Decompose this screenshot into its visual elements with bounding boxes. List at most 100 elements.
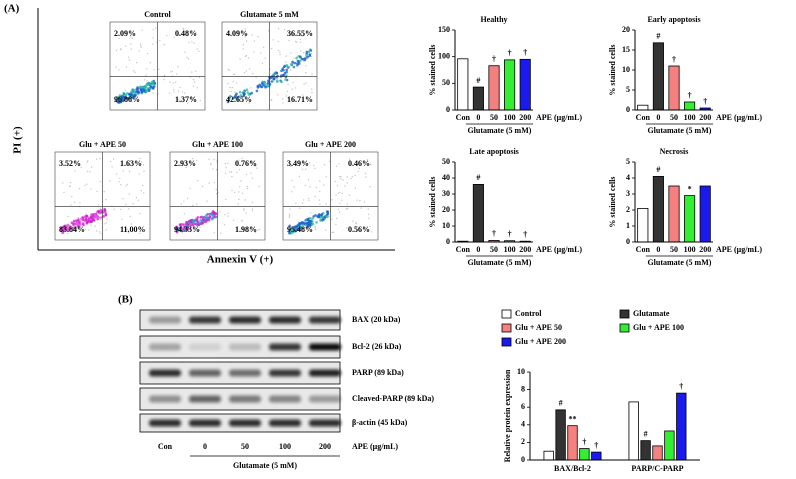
- event-dot: [341, 192, 343, 194]
- event-dot: [314, 195, 316, 198]
- event-dot: [192, 230, 195, 233]
- event-dot: [100, 218, 102, 220]
- event-dot: [297, 222, 301, 225]
- event-dot: [191, 30, 193, 32]
- x-tick-label: 50: [670, 245, 678, 254]
- bar: [699, 185, 711, 243]
- significance-mark: †: [492, 55, 496, 64]
- event-dot: [308, 197, 310, 200]
- event-dot: [131, 37, 133, 39]
- event-dot: [140, 190, 143, 192]
- blot-band: [309, 316, 341, 324]
- event-dot: [253, 160, 255, 163]
- event-dot: [163, 74, 166, 77]
- event-dot: [294, 40, 297, 43]
- blot-band: [229, 316, 261, 324]
- event-dot: [293, 186, 295, 188]
- event-dot: [178, 98, 180, 100]
- event-dot: [227, 68, 229, 71]
- x-tick-label: 0: [476, 113, 480, 122]
- event-dot: [299, 207, 301, 209]
- event-dot: [102, 215, 106, 218]
- significance-mark: †: [492, 229, 496, 238]
- event-dot: [237, 95, 240, 99]
- bar: [684, 195, 696, 243]
- event-dot: [319, 219, 322, 222]
- event-dot: [269, 68, 271, 70]
- event-dot: [121, 99, 125, 102]
- event-dot: [360, 207, 362, 209]
- event-dot: [230, 171, 233, 173]
- event-dot: [335, 165, 338, 167]
- event-dot: [346, 207, 349, 210]
- event-dot: [299, 38, 301, 41]
- event-dot: [255, 165, 257, 167]
- event-dot: [354, 222, 357, 224]
- event-dot: [297, 224, 301, 227]
- event-dot: [367, 208, 369, 210]
- event-dot: [243, 209, 245, 211]
- event-dot: [193, 81, 196, 83]
- event-dot: [236, 171, 238, 174]
- event-dot: [215, 169, 218, 171]
- quadrant-percent: 36.55%: [287, 29, 313, 38]
- event-dot: [336, 184, 339, 187]
- event-dot: [285, 70, 288, 74]
- event-dot: [251, 162, 254, 164]
- event-dot: [369, 225, 371, 228]
- event-dot: [272, 77, 276, 81]
- event-dot: [346, 203, 348, 205]
- blot-band: [149, 395, 181, 403]
- event-dot: [325, 210, 329, 213]
- event-dot: [369, 163, 372, 165]
- event-dot: [153, 69, 155, 71]
- event-dot: [291, 191, 293, 193]
- event-dot: [166, 34, 168, 37]
- event-dot: [252, 228, 254, 231]
- event-dot: [291, 179, 293, 182]
- event-dot: [345, 208, 348, 210]
- event-dot: [237, 98, 240, 101]
- event-dot: [315, 186, 317, 189]
- blot-band: [149, 419, 181, 427]
- event-dot: [298, 175, 301, 178]
- flow-plot-title: Control: [144, 10, 171, 19]
- group-label: Glutamate (5 mM): [647, 258, 711, 267]
- blot-band: [189, 419, 221, 427]
- event-dot: [290, 165, 292, 167]
- event-dot: [152, 29, 154, 31]
- event-dot: [291, 60, 294, 64]
- event-dot: [181, 224, 183, 227]
- event-dot: [94, 225, 96, 227]
- event-dot: [233, 73, 236, 76]
- quadrant-percent: 96.86%: [114, 95, 140, 104]
- event-dot: [227, 212, 229, 214]
- significance-mark: †: [688, 91, 692, 100]
- bar: [652, 42, 664, 111]
- event-dot: [132, 91, 136, 94]
- event-dot: [296, 63, 299, 67]
- quadrant-percent: 95.48%: [287, 225, 313, 234]
- blot-band: [229, 419, 261, 427]
- x-tick-label: 0: [656, 113, 660, 122]
- event-dot: [309, 100, 311, 102]
- event-dot: [139, 232, 141, 235]
- event-dot: [306, 218, 310, 222]
- event-dot: [229, 94, 232, 98]
- event-dot: [90, 224, 93, 226]
- event-dot: [206, 200, 208, 202]
- event-dot: [211, 216, 215, 219]
- event-dot: [213, 159, 215, 161]
- x-tick-label: 200: [519, 113, 531, 122]
- event-dot: [245, 212, 247, 214]
- event-dot: [350, 177, 352, 180]
- event-dot: [195, 70, 197, 72]
- event-dot: [86, 183, 88, 185]
- event-dot: [234, 91, 236, 93]
- event-dot: [263, 46, 265, 48]
- chart-title: Necrosis: [660, 147, 689, 156]
- event-dot: [142, 88, 145, 91]
- event-dot: [213, 232, 215, 234]
- event-dot: [279, 53, 281, 56]
